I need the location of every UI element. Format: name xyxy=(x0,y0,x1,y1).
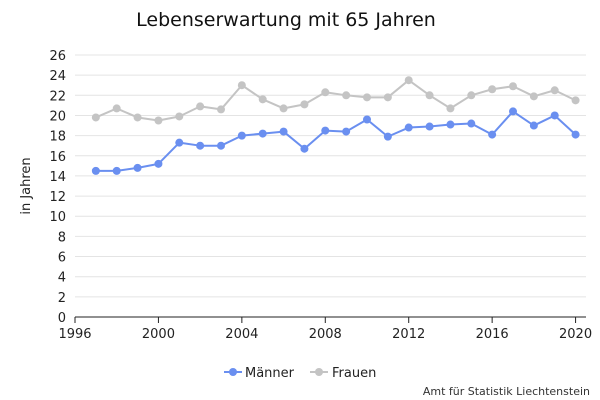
data-point-maenner[interactable] xyxy=(112,166,121,175)
series-line-frauen xyxy=(95,79,577,122)
data-point-maenner[interactable] xyxy=(237,131,246,140)
legend-marker-maenner xyxy=(229,368,237,376)
data-point-frauen[interactable] xyxy=(446,104,455,113)
data-point-maenner[interactable] xyxy=(258,129,267,138)
data-point-frauen[interactable] xyxy=(91,113,100,122)
data-point-maenner[interactable] xyxy=(488,130,497,139)
data-point-maenner[interactable] xyxy=(154,159,163,168)
data-point-maenner[interactable] xyxy=(279,127,288,136)
data-point-maenner[interactable] xyxy=(300,144,309,153)
y-tick-label: 0 xyxy=(58,311,66,326)
data-point-frauen[interactable] xyxy=(300,100,309,109)
series-line-maenner xyxy=(95,110,577,172)
data-point-maenner[interactable] xyxy=(550,111,559,120)
y-tick-label: 8 xyxy=(58,230,66,245)
data-point-maenner[interactable] xyxy=(509,107,517,116)
data-point-frauen[interactable] xyxy=(529,92,538,101)
data-point-maenner[interactable] xyxy=(217,141,225,150)
data-point-frauen[interactable] xyxy=(550,86,559,95)
y-tick-label: 10 xyxy=(49,210,66,225)
data-point-maenner[interactable] xyxy=(383,132,392,141)
x-tick-label: 2000 xyxy=(142,327,175,342)
data-point-frauen[interactable] xyxy=(342,91,351,100)
x-tick-label: 2008 xyxy=(309,327,342,342)
data-point-maenner[interactable] xyxy=(529,121,538,130)
legend-label-frauen: Frauen xyxy=(332,366,376,381)
legend-item-frauen[interactable]: Frauen xyxy=(310,366,376,381)
chart-title: Lebenserwartung mit 65 Jahren xyxy=(136,9,436,31)
data-point-maenner[interactable] xyxy=(175,138,184,147)
data-point-frauen[interactable] xyxy=(488,85,497,94)
data-point-maenner[interactable] xyxy=(425,122,434,131)
x-tick-label: 1996 xyxy=(58,327,91,342)
x-tick-label: 2004 xyxy=(225,327,258,342)
data-point-maenner[interactable] xyxy=(196,141,205,150)
y-tick-label: 12 xyxy=(49,190,66,205)
data-point-frauen[interactable] xyxy=(321,88,330,97)
data-point-frauen[interactable] xyxy=(571,96,580,105)
legend-label-maenner: Männer xyxy=(245,366,295,381)
data-point-maenner[interactable] xyxy=(342,127,351,136)
data-point-frauen[interactable] xyxy=(133,113,142,122)
y-axis-label: in Jahren xyxy=(19,157,34,214)
series-layer xyxy=(91,76,580,175)
y-tick-label: 26 xyxy=(49,49,66,64)
series-maenner xyxy=(91,107,580,175)
series-frauen xyxy=(91,76,580,125)
legend-item-maenner[interactable]: Männer xyxy=(224,366,295,381)
y-tick-label: 24 xyxy=(49,69,66,84)
legend-marker-frauen xyxy=(315,368,323,376)
legend: Männer Frauen xyxy=(224,366,376,381)
y-tick-label: 16 xyxy=(49,150,66,165)
x-tick-label: 2020 xyxy=(559,327,592,342)
x-tick-label: 2016 xyxy=(476,327,509,342)
y-tick-label: 6 xyxy=(58,251,66,266)
x-tick-label: 2012 xyxy=(392,327,425,342)
data-point-frauen[interactable] xyxy=(217,105,225,114)
data-point-frauen[interactable] xyxy=(363,93,371,102)
y-tick-label: 18 xyxy=(49,130,66,145)
data-point-maenner[interactable] xyxy=(446,120,455,129)
data-point-maenner[interactable] xyxy=(133,163,142,172)
data-point-maenner[interactable] xyxy=(321,126,330,135)
data-point-frauen[interactable] xyxy=(112,104,121,113)
data-point-frauen[interactable] xyxy=(383,93,392,102)
y-tick-label: 20 xyxy=(49,109,66,124)
data-point-maenner[interactable] xyxy=(571,130,580,139)
grid-lines xyxy=(75,54,586,298)
data-point-frauen[interactable] xyxy=(467,91,476,100)
data-point-frauen[interactable] xyxy=(258,95,267,104)
data-point-frauen[interactable] xyxy=(154,116,163,125)
data-point-frauen[interactable] xyxy=(404,76,413,85)
data-point-maenner[interactable] xyxy=(467,119,476,128)
data-point-frauen[interactable] xyxy=(196,102,205,111)
y-tick-label: 22 xyxy=(49,89,66,104)
source-credit: Amt für Statistik Liechtenstein xyxy=(423,385,590,398)
data-point-maenner[interactable] xyxy=(91,166,100,175)
data-point-frauen[interactable] xyxy=(279,104,288,113)
data-point-maenner[interactable] xyxy=(404,123,413,132)
data-point-maenner[interactable] xyxy=(363,115,371,124)
y-tick-label: 14 xyxy=(49,170,66,185)
data-point-frauen[interactable] xyxy=(175,112,184,121)
data-point-frauen[interactable] xyxy=(509,82,517,91)
y-tick-label: 4 xyxy=(58,271,66,286)
data-point-frauen[interactable] xyxy=(425,91,434,100)
y-tick-label: 2 xyxy=(58,291,66,306)
data-point-frauen[interactable] xyxy=(237,81,246,90)
